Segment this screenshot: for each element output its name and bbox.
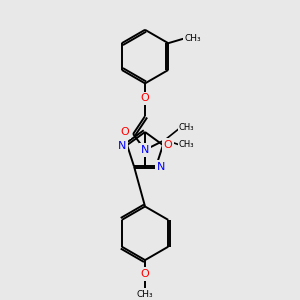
Text: CH₃: CH₃ [137, 290, 153, 299]
Text: CH₃: CH₃ [185, 34, 201, 43]
Text: O: O [141, 269, 149, 279]
Text: N: N [141, 145, 149, 155]
Text: CH₃: CH₃ [179, 123, 194, 132]
Text: CH₃: CH₃ [179, 140, 194, 149]
Text: O: O [121, 127, 130, 137]
Text: O: O [164, 140, 172, 150]
Text: N: N [118, 141, 126, 151]
Text: O: O [141, 93, 149, 103]
Text: N: N [157, 162, 165, 172]
